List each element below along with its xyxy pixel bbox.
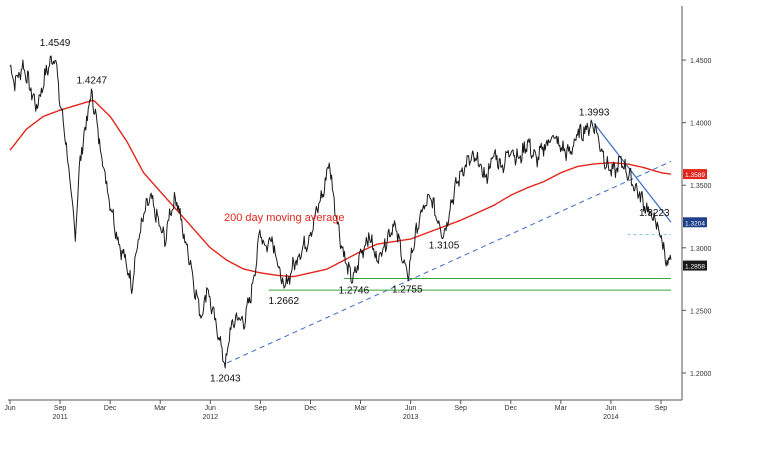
last-price-tag-bg <box>683 260 707 271</box>
price-line <box>9 55 672 369</box>
price-annotation: 1.4247 <box>76 76 107 87</box>
x-tick-label: Jun <box>605 405 616 412</box>
price-annotation: 1.2043 <box>210 374 241 385</box>
x-tick-label: Sep <box>454 405 467 412</box>
y-tick-label: 1.3500 <box>690 183 712 190</box>
x-tick-label: Mar <box>154 405 167 412</box>
price-series <box>9 55 672 369</box>
x-tick-label: Dec <box>505 405 518 412</box>
x-tick-label: Sep <box>54 405 67 412</box>
year-label: 2012 <box>203 414 219 421</box>
price-annotations: 1.4549 1.4247 1.2043 1.2662 1.2746 1.2755 1.31… <box>40 38 670 385</box>
ma-legend-label: 200 day moving average <box>224 212 344 224</box>
price-annotation: 1.3223 <box>639 208 670 219</box>
year-label: 2013 <box>403 414 419 421</box>
x-tick-label: Mar <box>354 405 367 412</box>
ma-value-tag-bg <box>683 169 707 180</box>
trend-lines <box>226 123 672 364</box>
x-tick-label: Sep <box>655 405 668 412</box>
x-axis-ticks: Jun Sep Dec Mar Jun Sep Dec Mar Jun Sep Dec Mar Jun S… <box>4 400 667 421</box>
ma-value-tag: 1.3589 <box>685 172 705 179</box>
price-annotation: 1.2662 <box>268 296 299 307</box>
x-tick-label: Dec <box>104 405 117 412</box>
x-tick-label: Jun <box>4 405 15 412</box>
year-label: 2011 <box>53 414 68 421</box>
moving-average-line <box>9 99 672 278</box>
price-annotation: 1.4549 <box>40 38 71 49</box>
y-axis-ticks: 1.2000 1.2500 1.3000 1.3500 1.4000 1.4500 <box>682 58 712 378</box>
moving-average-series <box>9 99 672 278</box>
price-annotation: 1.3993 <box>579 108 610 119</box>
last-price-tag: 1.2858 <box>685 264 705 271</box>
y-tick-label: 1.2000 <box>690 371 712 378</box>
trend-value-tag-bg <box>683 217 707 228</box>
uptrend-dashed-line <box>226 160 672 364</box>
x-tick-label: Jun <box>205 405 216 412</box>
support-lines <box>268 234 671 291</box>
y-tick-label: 1.2500 <box>690 308 712 315</box>
x-tick-label: Dec <box>304 405 317 412</box>
y-tick-label: 1.4500 <box>690 58 712 65</box>
plot-frame <box>8 6 683 401</box>
x-tick-label: Sep <box>254 405 267 412</box>
price-annotation: 1.3105 <box>429 241 460 252</box>
y-tick-label: 1.4000 <box>690 121 712 128</box>
price-annotation: 1.2746 <box>339 286 370 297</box>
axis-value-tags: 1.3589 1.3204 1.2858 <box>683 169 707 271</box>
price-annotation: 1.2755 <box>392 284 423 295</box>
trend-value-tag: 1.3204 <box>685 220 705 227</box>
y-tick-label: 1.3000 <box>690 246 712 253</box>
x-tick-label: Mar <box>555 405 568 412</box>
downtrend-line <box>593 123 672 223</box>
year-label: 2014 <box>603 414 619 421</box>
x-tick-label: Jun <box>405 405 416 412</box>
